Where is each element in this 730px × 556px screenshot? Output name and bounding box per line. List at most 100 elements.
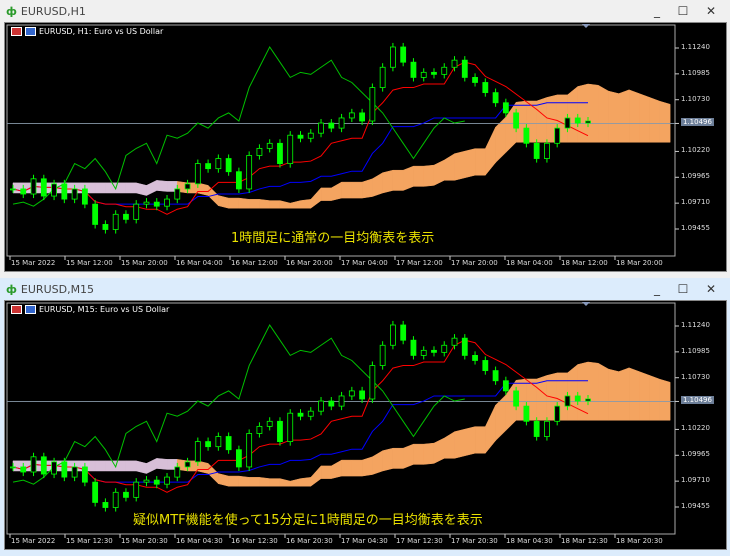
candle bbox=[492, 88, 499, 107]
kumo-cloud-segment bbox=[659, 100, 671, 143]
window-title: EURUSD,M15 bbox=[20, 282, 95, 296]
candle bbox=[71, 184, 78, 204]
candle bbox=[307, 129, 314, 143]
plot-frame bbox=[6, 24, 676, 257]
kumo-cloud-segment bbox=[320, 465, 332, 479]
close-button[interactable]: ✕ bbox=[705, 282, 717, 296]
candle bbox=[482, 356, 489, 375]
kumo-cloud-segment bbox=[618, 367, 630, 421]
kumo-cloud-segment bbox=[413, 443, 424, 465]
symbol-label: EURUSD, M15: Euro vs US Dollar bbox=[39, 305, 170, 314]
candle bbox=[71, 462, 78, 482]
candle bbox=[338, 391, 345, 411]
candle bbox=[40, 452, 47, 479]
kumo-cloud-segment bbox=[618, 89, 630, 143]
kumo-cloud-segment bbox=[269, 478, 281, 487]
minimize-button[interactable]: _ bbox=[654, 4, 660, 18]
candle bbox=[143, 198, 150, 209]
kumo-cloud-segment bbox=[269, 200, 281, 209]
candle bbox=[318, 118, 324, 138]
kumo-cloud-segment bbox=[628, 89, 640, 143]
time-label: 18 Mar 04:00 bbox=[506, 259, 553, 267]
time-label: 15 Mar 12:30 bbox=[66, 537, 113, 545]
price-label: 1.11240 bbox=[681, 43, 710, 51]
kumo-cloud-segment bbox=[361, 456, 373, 477]
close-button[interactable]: ✕ bbox=[705, 4, 717, 18]
candle bbox=[81, 184, 88, 209]
candle bbox=[123, 488, 129, 502]
candle bbox=[205, 159, 211, 173]
chart-h1[interactable]: EURUSD, H1: Euro vs US Dollar 1時間足に通常の一目… bbox=[4, 22, 727, 272]
candle bbox=[523, 124, 530, 148]
kumo-cloud-segment bbox=[587, 361, 599, 421]
candle bbox=[61, 457, 68, 482]
time-label: 18 Mar 04:30 bbox=[506, 537, 553, 545]
kumo-cloud-segment bbox=[320, 187, 332, 201]
candle bbox=[564, 113, 571, 133]
candle bbox=[379, 341, 386, 370]
price-label: 1.10730 bbox=[681, 94, 710, 103]
candle bbox=[143, 476, 150, 487]
kumo-cloud-segment bbox=[464, 148, 476, 179]
candle bbox=[482, 78, 489, 97]
titlebar: ф EURUSD,H1 _ ☐ ✕ bbox=[0, 0, 730, 22]
candle bbox=[451, 56, 458, 72]
candle bbox=[30, 174, 37, 199]
kumo-cloud-segment bbox=[248, 477, 260, 487]
kumo-cloud-segment bbox=[331, 181, 342, 201]
kumo-cloud-segment bbox=[639, 371, 650, 421]
candle bbox=[40, 174, 47, 201]
time-label: 15 Mar 2022 bbox=[11, 537, 56, 545]
kumo-cloud-segment bbox=[485, 126, 496, 176]
price-label: 1.09965 bbox=[681, 172, 710, 181]
price-label: 1.09455 bbox=[681, 502, 710, 510]
kumo-cloud-segment bbox=[94, 182, 106, 194]
maximize-button[interactable]: ☐ bbox=[677, 282, 689, 296]
price-label: 1.09710 bbox=[681, 198, 710, 207]
candlestick-icon: ф bbox=[6, 282, 17, 296]
minimize-button[interactable]: _ bbox=[654, 282, 660, 296]
candle bbox=[441, 341, 448, 357]
plot-frame bbox=[6, 302, 676, 535]
shift-marker-icon[interactable] bbox=[582, 302, 590, 306]
kumo-cloud-segment bbox=[259, 199, 270, 209]
time-label: 17 Mar 12:00 bbox=[396, 259, 443, 267]
kumo-cloud-segment bbox=[248, 199, 260, 209]
kumo-cloud-segment bbox=[300, 199, 312, 209]
candle bbox=[564, 391, 571, 411]
kumo-cloud-segment bbox=[361, 178, 373, 199]
candle bbox=[420, 68, 427, 82]
kumo-cloud-segment bbox=[659, 378, 671, 421]
price-label: 1.09965 bbox=[681, 450, 710, 459]
candle bbox=[184, 179, 191, 194]
time-label: 16 Mar 20:30 bbox=[286, 537, 333, 545]
candle bbox=[215, 432, 222, 451]
price-label: 1.10985 bbox=[681, 68, 710, 77]
candle bbox=[523, 402, 530, 426]
kumo-cloud-segment bbox=[289, 200, 301, 209]
candle bbox=[287, 409, 294, 446]
kumo-cloud-segment bbox=[587, 83, 599, 143]
maximize-button[interactable]: ☐ bbox=[677, 4, 689, 18]
candle bbox=[554, 402, 561, 426]
kumo-cloud-segment bbox=[464, 426, 476, 457]
candle bbox=[502, 376, 509, 395]
kumo-cloud-segment bbox=[382, 447, 394, 472]
candle bbox=[61, 179, 68, 204]
candle bbox=[30, 452, 37, 477]
shift-marker-icon[interactable] bbox=[582, 24, 590, 28]
kumo-cloud-segment bbox=[474, 148, 486, 176]
kumo-cloud-segment bbox=[608, 368, 620, 421]
kumo-cloud-segment bbox=[649, 97, 661, 143]
candle bbox=[420, 346, 427, 360]
candle bbox=[400, 320, 407, 345]
candle bbox=[451, 334, 458, 350]
time-label: 16 Mar 04:30 bbox=[176, 537, 223, 545]
chart-title: EURUSD, H1: Euro vs US Dollar bbox=[11, 27, 163, 36]
candle bbox=[164, 473, 170, 489]
candle bbox=[574, 391, 581, 406]
time-label: 18 Mar 20:30 bbox=[616, 537, 663, 545]
time-label: 17 Mar 04:30 bbox=[341, 537, 388, 545]
chart-m15[interactable]: EURUSD, M15: Euro vs US Dollar 疑似MTF機能を使… bbox=[4, 300, 727, 550]
titlebar: ф EURUSD,M15 _ ☐ ✕ bbox=[0, 278, 730, 300]
